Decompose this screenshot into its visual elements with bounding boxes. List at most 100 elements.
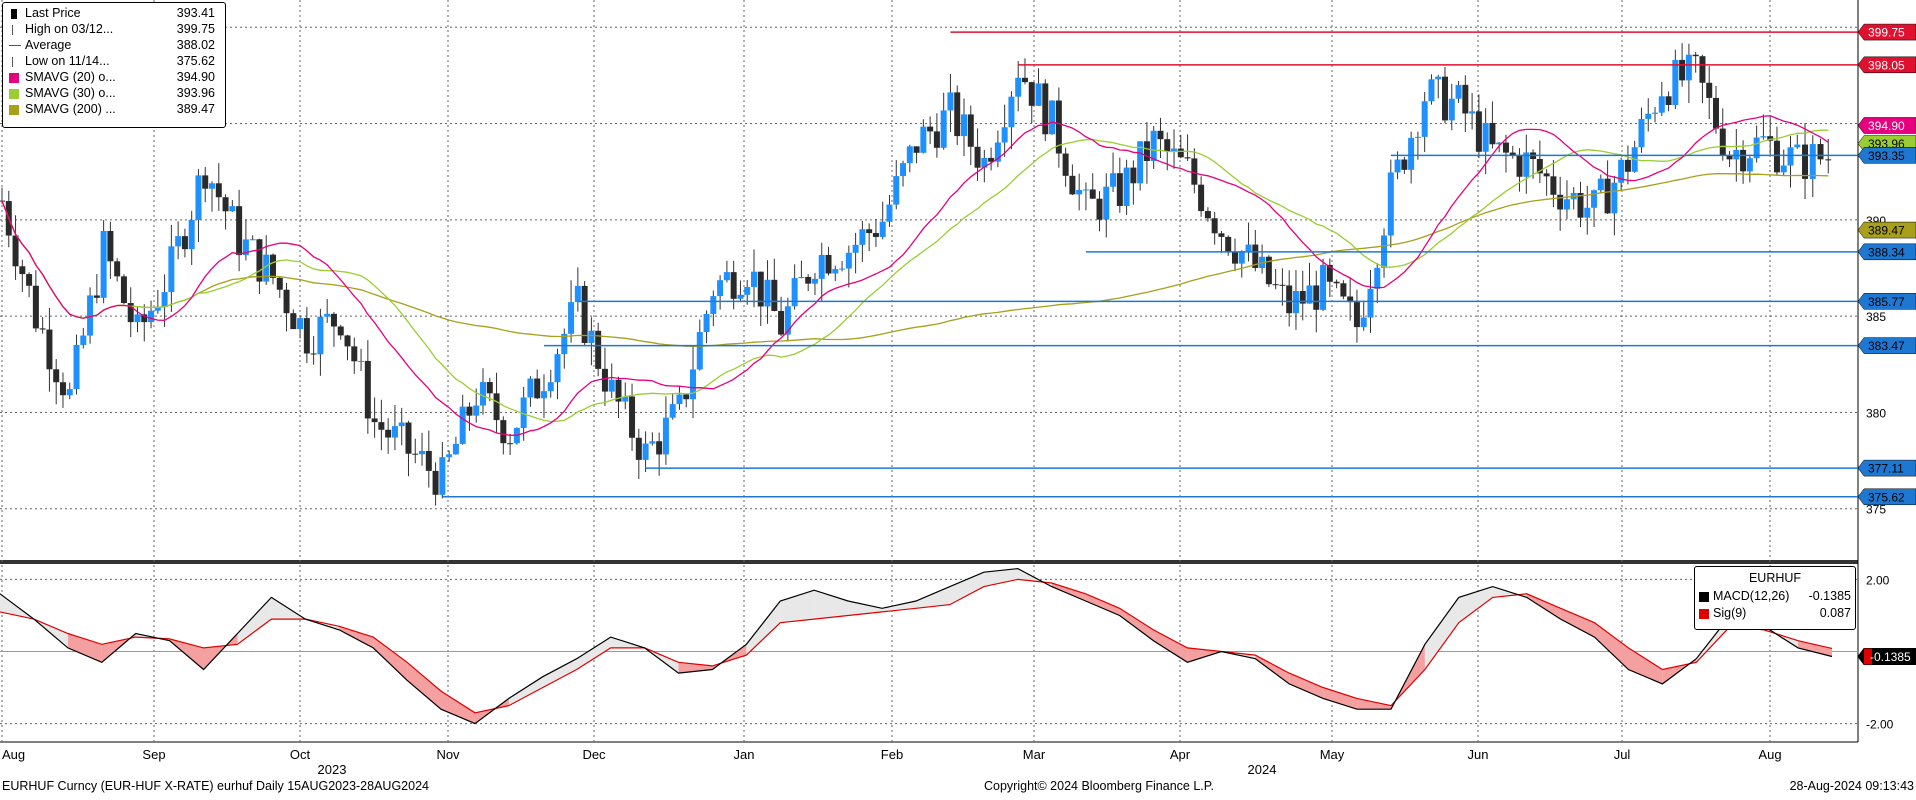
candle-body xyxy=(188,219,195,250)
footer-copyright: Copyright© 2024 Bloomberg Finance L.P. xyxy=(984,779,1214,793)
legend-value: 389.47 xyxy=(176,102,215,116)
macd-fill xyxy=(407,662,442,710)
price-label-tag xyxy=(1857,56,1916,74)
candle-body xyxy=(1340,283,1347,297)
price-label-text: 389.47 xyxy=(1868,224,1905,238)
candle-body xyxy=(1326,264,1333,282)
candle-body xyxy=(459,406,466,444)
candle-body xyxy=(540,391,547,399)
candle-body xyxy=(1414,136,1421,138)
candle-body xyxy=(1333,281,1340,284)
candle-body xyxy=(1523,152,1530,177)
legend-value: 375.62 xyxy=(176,54,215,68)
candle-body xyxy=(1825,159,1832,161)
legend-value: 394.90 xyxy=(176,70,215,84)
macd-fill xyxy=(983,568,1018,587)
macd-fill xyxy=(678,662,713,674)
candle-body xyxy=(1780,165,1787,173)
candle-body xyxy=(161,292,168,308)
candle-body xyxy=(1218,233,1225,237)
candle-body xyxy=(866,229,873,234)
candle-body xyxy=(1692,54,1699,57)
candle-body xyxy=(1421,101,1428,137)
candle-body xyxy=(439,457,446,495)
macd-fill xyxy=(1458,586,1493,623)
candle-body xyxy=(900,163,907,177)
candle-body xyxy=(195,175,202,220)
macd-fill xyxy=(1051,583,1086,602)
x-tick-label: Aug xyxy=(1758,747,1781,762)
y-tick-label: 380 xyxy=(1866,406,1886,420)
sma30-line xyxy=(1,129,1829,423)
candle-body xyxy=(859,229,866,245)
candle-body xyxy=(710,296,717,315)
candle-body xyxy=(581,285,588,343)
footer-security: EURHUF Curncy (EUR-HUF X-RATE) eurhuf Da… xyxy=(2,779,429,793)
candle-body xyxy=(520,397,527,428)
x-tick-label: Jul xyxy=(1614,747,1631,762)
sma20-line xyxy=(1,115,1829,436)
candle-body xyxy=(425,450,432,471)
price-legend: Last Price 393.41 High on 03/12... 399.7… xyxy=(2,2,226,128)
price-panel xyxy=(0,0,1858,560)
macd-label-signal-mark xyxy=(1864,648,1872,665)
candle-body xyxy=(66,389,73,396)
candle-body xyxy=(656,441,663,455)
macd-fill xyxy=(1560,608,1595,638)
macd-fill xyxy=(576,637,611,670)
candle-body xyxy=(1252,244,1259,268)
candle-body xyxy=(988,157,995,162)
candle-body xyxy=(371,418,378,423)
price-label-tag xyxy=(1857,117,1916,134)
candle-body xyxy=(290,313,297,330)
candle-body xyxy=(845,252,852,269)
candle-body xyxy=(547,382,554,392)
candle-body xyxy=(26,274,33,286)
candle-body xyxy=(961,114,968,137)
candle-body xyxy=(1719,128,1726,156)
candle-body xyxy=(269,254,276,278)
candle-body xyxy=(981,157,988,168)
macd-fill xyxy=(1594,622,1629,670)
x-tick-label: Nov xyxy=(436,747,460,762)
candle-body xyxy=(642,443,649,460)
candle-body xyxy=(676,394,683,405)
candle-body xyxy=(1794,144,1801,148)
legend-label: Sig(9) xyxy=(1713,606,1747,620)
macd-line xyxy=(0,567,1833,725)
candle-body xyxy=(412,453,419,455)
candle-body xyxy=(337,326,344,336)
legend-row-signal: Sig(9) 0.087 xyxy=(1699,606,1851,621)
candle-body xyxy=(1137,141,1144,184)
candle-body xyxy=(452,443,459,455)
candle-body xyxy=(818,254,825,279)
average-marker-icon xyxy=(9,45,21,46)
candle-body xyxy=(744,287,751,295)
candle-body xyxy=(378,422,385,430)
candle-body xyxy=(893,176,900,205)
candle-body xyxy=(1171,148,1178,152)
candle-body xyxy=(649,441,656,444)
candle-body xyxy=(839,268,846,270)
candle-body xyxy=(1767,136,1774,141)
candle-body xyxy=(1360,317,1367,328)
candle-body xyxy=(1130,167,1137,184)
legend-value: -0.1385 xyxy=(1808,589,1851,603)
candle-body xyxy=(276,277,283,290)
macd-tick-label: -2.00 xyxy=(1866,718,1894,732)
candle-body xyxy=(1055,100,1062,154)
candle-body xyxy=(717,280,724,297)
candle-body xyxy=(229,206,236,212)
signal-swatch xyxy=(1699,609,1709,619)
candle-icon xyxy=(11,9,17,19)
candle-body xyxy=(1110,173,1117,187)
candle-body xyxy=(920,126,927,153)
candle-body xyxy=(1740,149,1747,172)
price-label-tag xyxy=(1857,221,1916,239)
y-tick-label: 385 xyxy=(1866,310,1886,324)
candle-body xyxy=(120,276,127,304)
candle-body xyxy=(1658,96,1665,113)
candle-body xyxy=(574,285,581,303)
candle-body xyxy=(93,295,100,298)
candle-body xyxy=(1753,137,1760,159)
